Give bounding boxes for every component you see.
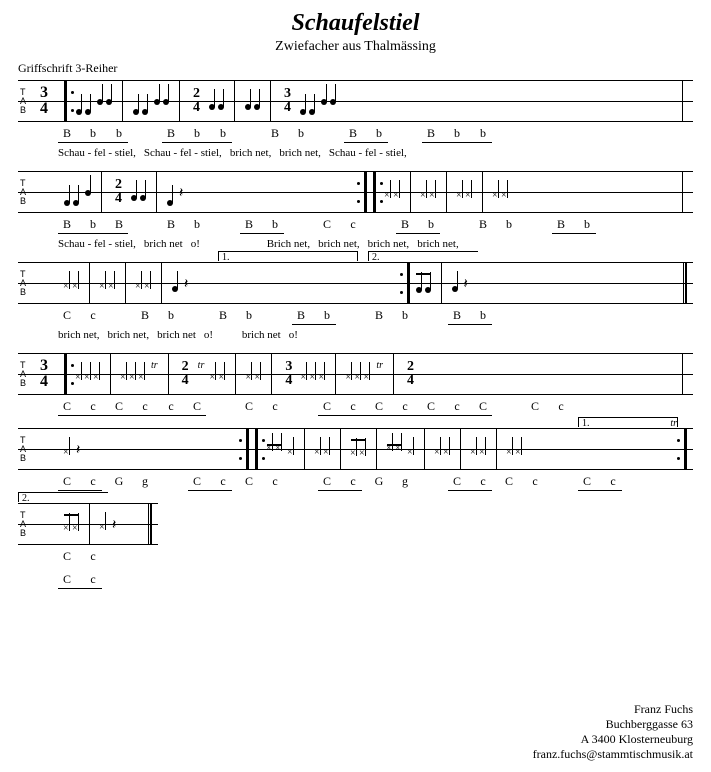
- credits: Franz Fuchs Buchberggasse 63 A 3400 Klos…: [533, 702, 693, 762]
- repeat-start-icon: [64, 81, 70, 121]
- tab-staff: 2. 𝄽: [18, 503, 158, 545]
- bass-line-5: Cc Gg Cc Cc Cc Gg Cc Cc Cc: [18, 474, 693, 491]
- volta-2: 2.: [368, 251, 478, 261]
- time-sig-3-4-b: 34: [284, 87, 291, 115]
- bass-line-4: CcCccC Cc CcCcCcC Cc: [18, 399, 693, 416]
- volta-1b: 1.tr: [578, 417, 678, 427]
- tab-staff: 1. 2. 𝄽 𝄽: [18, 262, 693, 304]
- time-sig-2-4: 24: [193, 87, 200, 115]
- final-barline-icon: [683, 263, 687, 303]
- rest-icon: 𝄽: [179, 186, 187, 198]
- system-6: 2. 𝄽 Cc Cc: [18, 503, 158, 589]
- tab-staff: 1.tr 𝄽: [18, 428, 693, 470]
- system-1: 34 24 34 Bbb Bbb Bb Bb Bbb: [18, 80, 693, 159]
- volta-2b: 2.: [18, 492, 108, 502]
- tab-staff: 34 tr 24 tr 34 tr 24: [18, 353, 693, 395]
- tab-staff: 34 24 34: [18, 80, 693, 122]
- lyrics-2: Schau - fel - stiel, brich net o! Brich …: [18, 238, 693, 250]
- system-3: 1. 2. 𝄽 𝄽 Cc Bb Bb Bb Bb Bb: [18, 262, 693, 341]
- time-sig-3-4: 34: [40, 85, 48, 117]
- system-4: 34 tr 24 tr 34 tr 24 CcCccC Cc: [18, 353, 693, 416]
- piece-subtitle: Zwiefacher aus Thalmässing: [18, 39, 693, 55]
- tab-staff: 24 𝄽: [18, 171, 693, 213]
- bass-line-6: Cc Cc: [18, 549, 158, 589]
- credit-name: Franz Fuchs: [533, 702, 693, 717]
- bass-line-2: BbB Bb Bb Cc Bb Bb Bb: [18, 217, 693, 234]
- system-5: 1.tr 𝄽 Cc Gg Cc Cc: [18, 428, 693, 491]
- trill-icon: tr: [151, 360, 158, 371]
- credit-email: franz.fuchs@stammtischmusik.at: [533, 747, 693, 762]
- lyrics-1: Schau - fel - stiel, Schau - fel - stiel…: [18, 147, 693, 159]
- credit-street: Buchberggasse 63: [533, 717, 693, 732]
- lyrics-3: brich net, brich net, brich net o! brich…: [18, 329, 693, 341]
- piece-title: Schaufelstiel: [18, 10, 693, 37]
- notes-area: 24 34: [58, 81, 693, 121]
- bass-line-3: Cc Bb Bb Bb Bb Bb: [18, 308, 693, 325]
- volta-1: 1.: [218, 251, 358, 261]
- credit-city: A 3400 Klosterneuburg: [533, 732, 693, 747]
- bass-line-1: Bbb Bbb Bb Bb Bbb: [18, 126, 693, 143]
- repeat-end-icon: [361, 172, 367, 212]
- system-2: 24 𝄽 BbB Bb Bb Cc Bb Bb Bb: [18, 171, 693, 250]
- instrument-label: Griffschrift 3-Reiher: [18, 61, 693, 76]
